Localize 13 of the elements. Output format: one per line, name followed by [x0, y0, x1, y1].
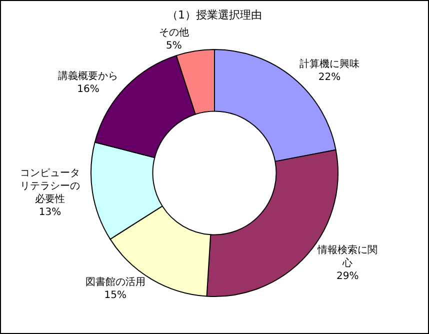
slice-label: 講義概要から [58, 70, 118, 82]
data-label: 16% [77, 84, 100, 96]
data-label: 22% [318, 72, 341, 83]
slice-label: 情報検索に関心 [316, 244, 378, 269]
slice-label: 図書館の活用 [85, 276, 146, 288]
slice-label: その他 [158, 26, 189, 38]
chart-title: （1）授業選択理由 [167, 8, 262, 22]
data-label: 15% [104, 290, 126, 302]
data-label: 29% [336, 270, 359, 282]
slice-label: コンピュータリテラシーの必要性 [20, 168, 80, 205]
data-label: 5% [166, 40, 182, 52]
slice-label: 計算機に興味 [299, 58, 360, 70]
data-label: 13% [38, 206, 62, 218]
